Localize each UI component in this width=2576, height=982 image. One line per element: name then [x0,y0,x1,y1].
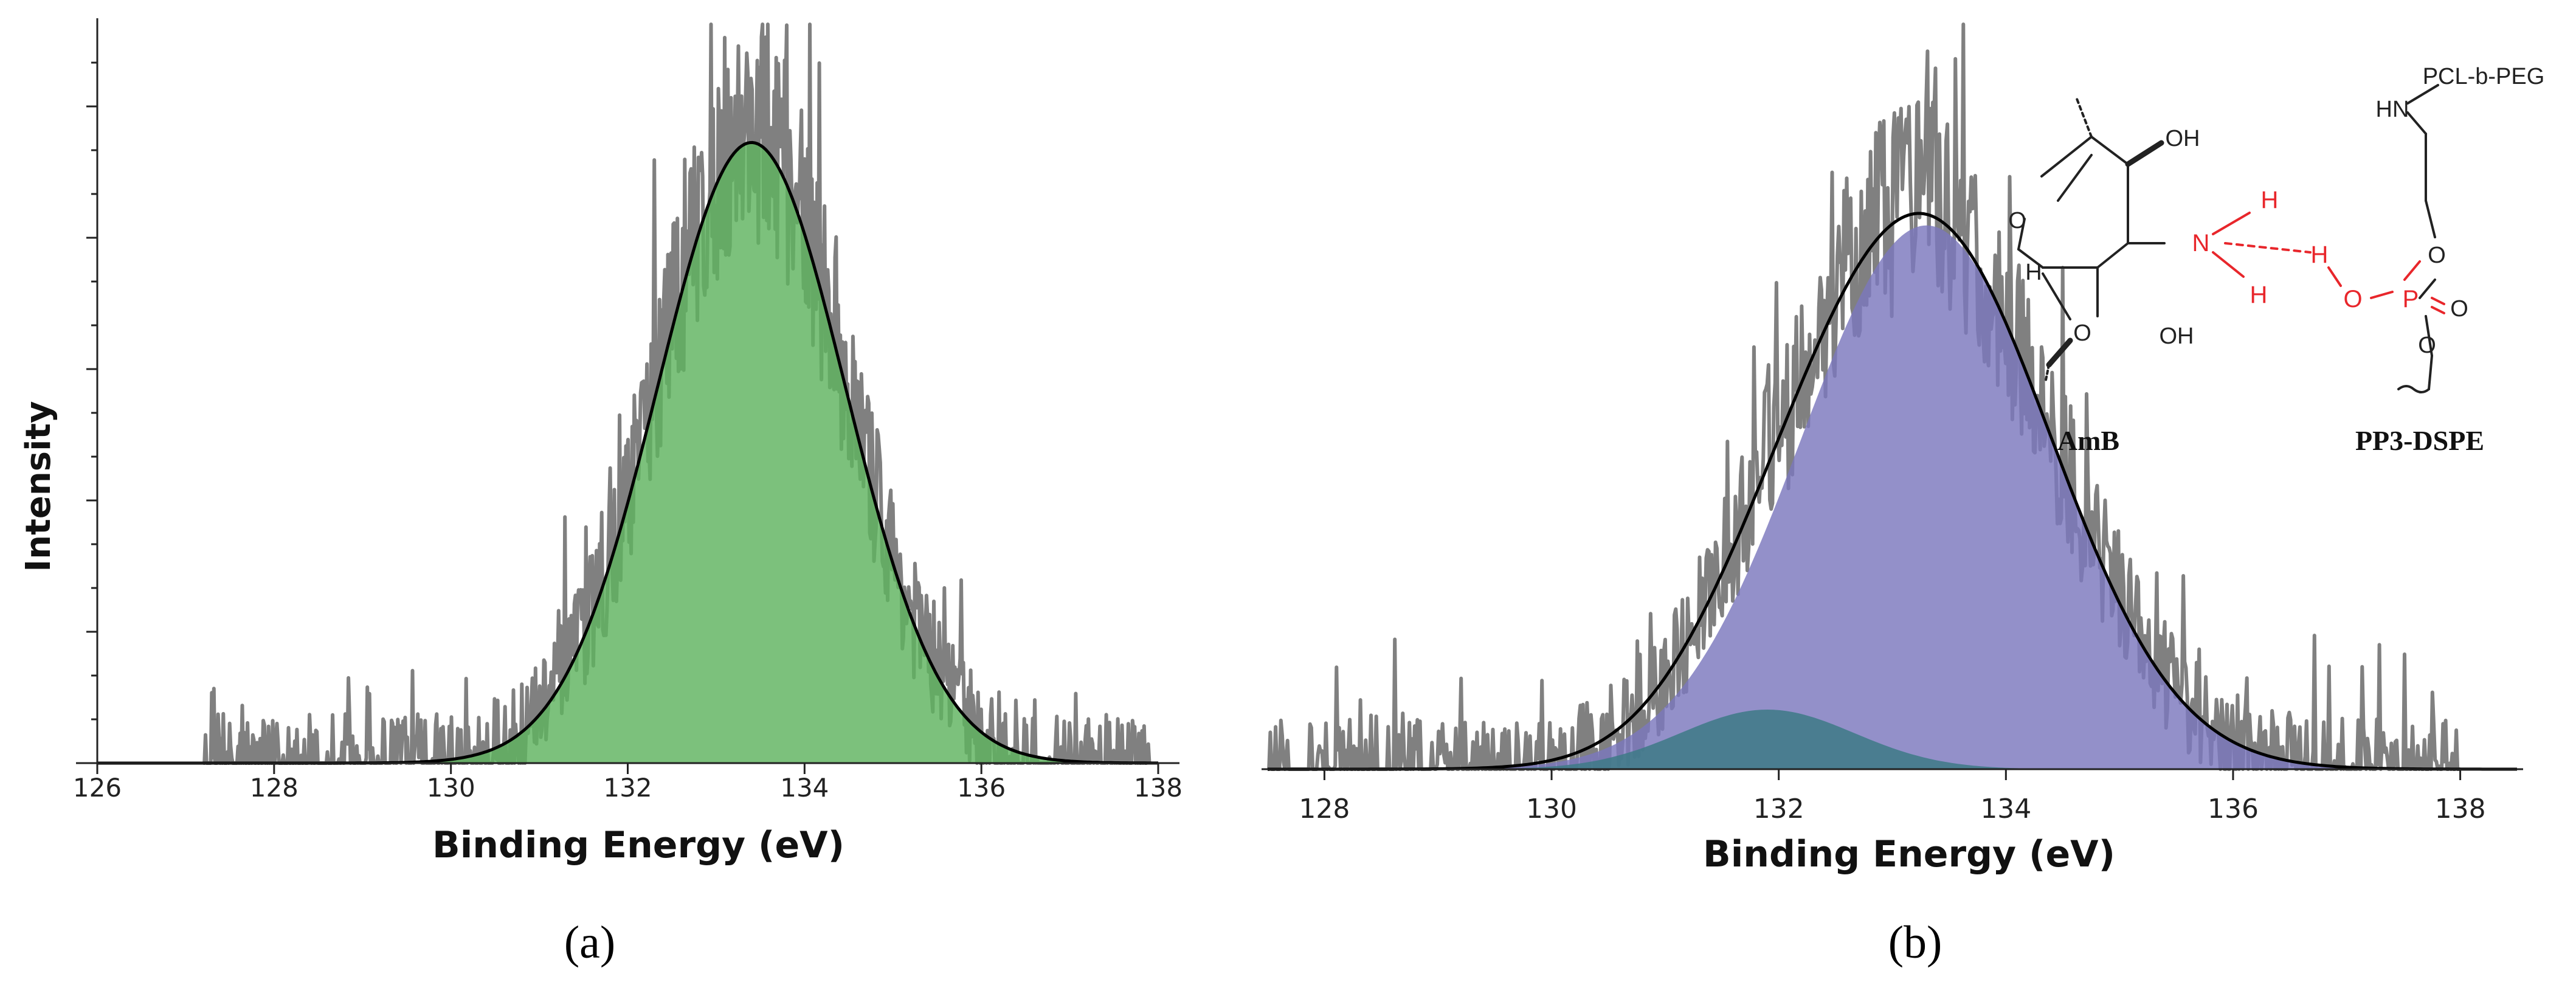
a-x-axis-title: Binding Energy (eV) [432,824,844,866]
a-x-tick-label: 132 [603,773,652,803]
panel-b: 128 130 132 134 136 138 Binding Energy (eV) (… [1262,22,2544,968]
a-x-tick-label: 138 [1134,773,1183,803]
b-fit-peak-2 [1268,710,2517,769]
chem-o-up: O [2428,243,2446,268]
a-x-tick-label: 126 [73,773,122,803]
chem-ring-o: O [2008,208,2026,233]
chem-h-bottom: H [2250,282,2268,308]
b-x-ticks: 128 130 132 134 136 138 [1299,769,2486,825]
chem-h-bond: H [2311,241,2329,268]
a-x-tick-label: 134 [780,773,829,803]
chem-p: P [2403,286,2419,313]
b-x-tick-label: 128 [1299,794,1350,825]
b-x-tick-label: 132 [1753,794,1804,825]
chem-oh-top: OH [2166,126,2200,151]
chem-glyco-o: O [2073,320,2091,346]
b-x-tick-label: 136 [2208,794,2259,825]
a-y-ticks [86,61,97,764]
chem-hn: HN [2376,97,2409,122]
chem-ring-h: H [2025,260,2042,285]
panel-a: 126 128 130 132 134 136 138 Intensity Binding … [19,18,1183,968]
a-fit-peak-1 [97,142,1158,763]
b-panel-caption: (b) [1888,917,1942,968]
chem-pp3-label: PP3-DSPE [2355,425,2484,456]
b-fit-peaks [1268,212,2517,771]
chem-n: N [2192,230,2210,257]
a-y-axis-title: Intensity [19,401,58,572]
chem-amb-label: AmB [2057,425,2119,456]
b-fit-envelope [1268,212,2517,771]
chem-h-top: H [2261,187,2279,213]
chem-pcl-peg: PCL-b-PEG [2423,64,2545,89]
chem-o-ph: O [2343,286,2362,313]
chem-o-dbl: O [2450,296,2468,322]
a-x-tick-label: 130 [427,773,475,803]
b-x-axis-title: Binding Energy (eV) [1703,833,2115,876]
chem-o-down: O [2418,333,2436,358]
b-x-tick-label: 130 [1526,794,1577,825]
amb-pp3-dspe-structure: O H OH OH O N H H H O P O O O HN PCL-b-P… [2008,64,2544,456]
b-x-tick-label: 134 [1980,794,2031,825]
a-x-ticks: 126 128 130 132 134 136 138 [73,763,1183,803]
chem-oh-bottom: OH [2160,323,2194,349]
a-panel-caption: (a) [564,917,615,968]
a-x-tick-label: 136 [957,773,1006,803]
a-x-tick-label: 128 [250,773,299,803]
b-fit-peak-1 [1268,225,2517,769]
b-x-tick-label: 138 [2435,794,2486,825]
